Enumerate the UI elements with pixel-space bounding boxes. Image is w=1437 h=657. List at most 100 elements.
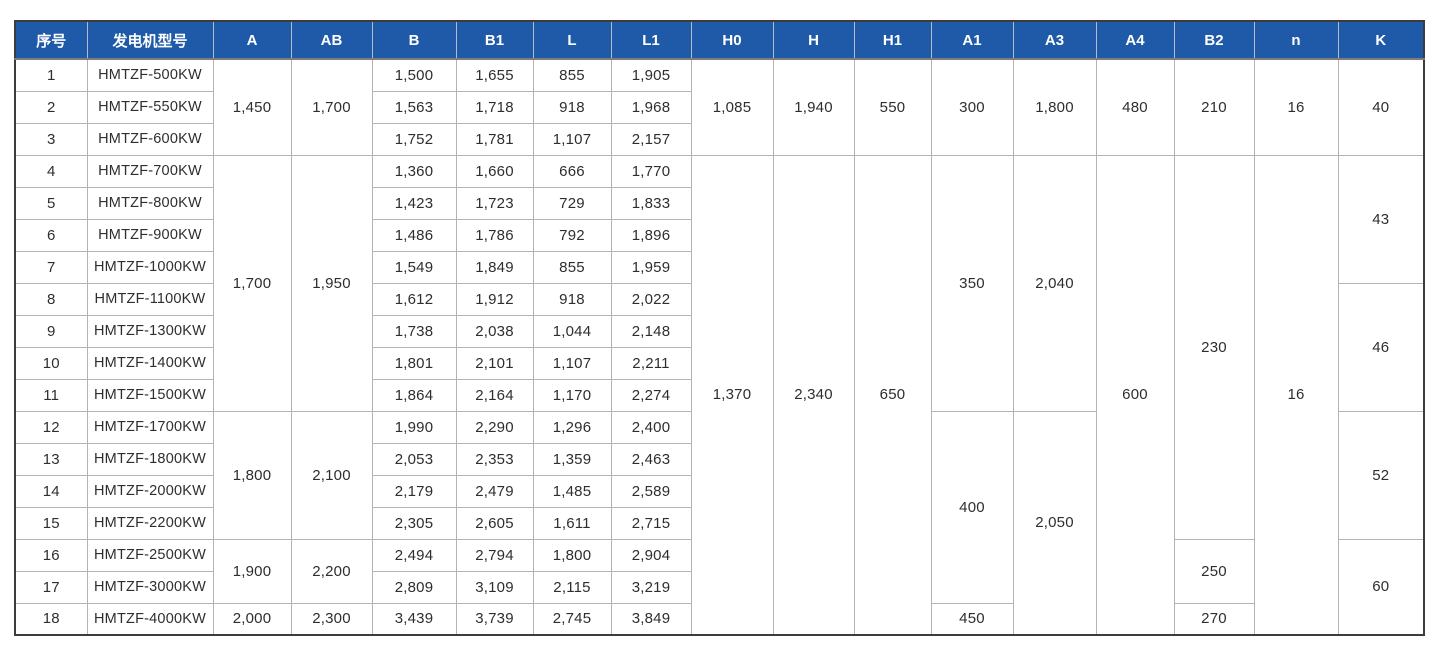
- cell-model: HMTZF-2500KW: [86, 538, 214, 572]
- cell-model: HMTZF-550KW: [86, 90, 214, 124]
- cell-model: HMTZF-800KW: [86, 186, 214, 220]
- cell-B: 2,809: [371, 570, 457, 604]
- cell-L: 918: [532, 90, 612, 124]
- cell-L: 2,115: [532, 570, 612, 604]
- cell-L1: 1,968: [610, 90, 692, 124]
- column-header-A4: A4: [1095, 21, 1175, 60]
- cell-B: 1,612: [371, 282, 457, 316]
- cell-L: 855: [532, 250, 612, 284]
- cell-A1: 400: [930, 410, 1014, 604]
- cell-B: 1,423: [371, 186, 457, 220]
- cell-model: HMTZF-1800KW: [86, 442, 214, 476]
- cell-A1: 350: [930, 154, 1014, 412]
- cell-AB: 2,300: [290, 602, 373, 636]
- cell-xh: 12: [14, 410, 88, 444]
- table-row: 2 HMTZF-550KW 1,563 1,718 918 1,968: [14, 90, 1424, 124]
- cell-L: 1,107: [532, 346, 612, 380]
- column-header-H0: H0: [690, 21, 774, 60]
- cell-L: 1,044: [532, 314, 612, 348]
- cell-K: 40: [1337, 58, 1425, 156]
- cell-A: 1,700: [212, 154, 292, 412]
- cell-B: 1,360: [371, 154, 457, 188]
- table-row: 18 HMTZF-4000KW 2,000 2,300 3,439 3,739 2,745 3…: [14, 602, 1424, 636]
- table-row: 3 HMTZF-600KW 1,752 1,781 1,107 2,157: [14, 122, 1424, 156]
- cell-B1: 2,290: [455, 410, 534, 444]
- table-row: 10 HMTZF-1400KW 1,801 2,101 1,107 2,211: [14, 346, 1424, 380]
- cell-B: 2,494: [371, 538, 457, 572]
- cell-B1: 2,605: [455, 506, 534, 540]
- cell-B1: 1,912: [455, 282, 534, 316]
- cell-L1: 1,896: [610, 218, 692, 252]
- cell-L: 855: [532, 58, 612, 92]
- cell-L1: 1,770: [610, 154, 692, 188]
- cell-L1: 3,849: [610, 602, 692, 636]
- cell-B: 2,053: [371, 442, 457, 476]
- cell-L1: 2,274: [610, 378, 692, 412]
- cell-model: HMTZF-1000KW: [86, 250, 214, 284]
- cell-B1: 1,723: [455, 186, 534, 220]
- cell-A: 1,800: [212, 410, 292, 540]
- cell-L: 1,170: [532, 378, 612, 412]
- cell-B: 2,179: [371, 474, 457, 508]
- table-row: 13 HMTZF-1800KW 2,053 2,353 1,359 2,463: [14, 442, 1424, 476]
- cell-B1: 1,655: [455, 58, 534, 92]
- cell-xh: 11: [14, 378, 88, 412]
- table-row: 5 HMTZF-800KW 1,423 1,723 729 1,833: [14, 186, 1424, 220]
- table-row: 8 HMTZF-1100KW 1,612 1,912 918 2,022 46: [14, 282, 1425, 412]
- cell-H0: 1,370: [690, 154, 774, 636]
- cell-model: HMTZF-500KW: [86, 58, 214, 92]
- cell-model: HMTZF-4000KW: [86, 602, 214, 636]
- cell-B2: 270: [1173, 602, 1255, 636]
- cell-B2: 210: [1173, 58, 1255, 156]
- cell-L1: 2,157: [610, 122, 692, 156]
- cell-L1: 1,833: [610, 186, 692, 220]
- cell-AB: 2,100: [290, 410, 373, 540]
- cell-B1: 1,718: [455, 90, 534, 124]
- cell-xh: 9: [14, 314, 88, 348]
- column-header-B: B: [371, 21, 457, 60]
- cell-B: 1,864: [371, 378, 457, 412]
- cell-xh: 13: [14, 442, 88, 476]
- cell-B1: 2,353: [455, 442, 534, 476]
- cell-K: 43: [1337, 154, 1425, 284]
- cell-B1: 1,849: [455, 250, 534, 284]
- cell-H1: 550: [853, 58, 932, 156]
- cell-AB: 1,700: [290, 58, 373, 156]
- cell-B: 1,486: [371, 218, 457, 252]
- cell-A4: 600: [1095, 154, 1175, 636]
- cell-A1: 300: [930, 58, 1014, 156]
- cell-AB: 1,950: [290, 154, 373, 412]
- cell-L1: 2,211: [610, 346, 692, 380]
- cell-xh: 8: [14, 282, 88, 316]
- header-row: 序号 发电机型号 A AB B B1 L L1 H0 H H1 A1 A3 A4 B2 n K: [14, 21, 1425, 60]
- cell-model: HMTZF-1500KW: [86, 378, 214, 412]
- cell-B1: 3,109: [455, 570, 534, 604]
- cell-L1: 2,904: [610, 538, 692, 572]
- table-row: 14 HMTZF-2000KW 2,179 2,479 1,485 2,589: [14, 474, 1424, 508]
- cell-H1: 650: [853, 154, 932, 636]
- cell-model: HMTZF-3000KW: [86, 570, 214, 604]
- cell-B1: 2,101: [455, 346, 534, 380]
- cell-n: 16: [1253, 154, 1339, 636]
- cell-xh: 17: [14, 570, 88, 604]
- cell-H: 1,940: [772, 58, 855, 156]
- cell-B1: 3,739: [455, 602, 534, 636]
- cell-L: 1,107: [532, 122, 612, 156]
- cell-B1: 1,786: [455, 218, 534, 252]
- cell-xh: 7: [14, 250, 88, 284]
- cell-xh: 5: [14, 186, 88, 220]
- column-header-AB: AB: [290, 21, 373, 60]
- cell-B: 1,990: [371, 410, 457, 444]
- cell-H0: 1,085: [690, 58, 774, 156]
- cell-AB: 2,200: [290, 538, 373, 604]
- table-body: 1 HMTZF-500KW 1,450 1,700 1,500 1,655 855 1,905…: [14, 58, 1425, 636]
- cell-B: 2,305: [371, 506, 457, 540]
- cell-L: 1,359: [532, 442, 612, 476]
- cell-B: 3,439: [371, 602, 457, 636]
- cell-model: HMTZF-600KW: [86, 122, 214, 156]
- column-header-A1: A1: [930, 21, 1014, 60]
- cell-L: 1,296: [532, 410, 612, 444]
- cell-A: 2,000: [212, 602, 292, 636]
- cell-L1: 2,022: [610, 282, 692, 316]
- cell-xh: 2: [14, 90, 88, 124]
